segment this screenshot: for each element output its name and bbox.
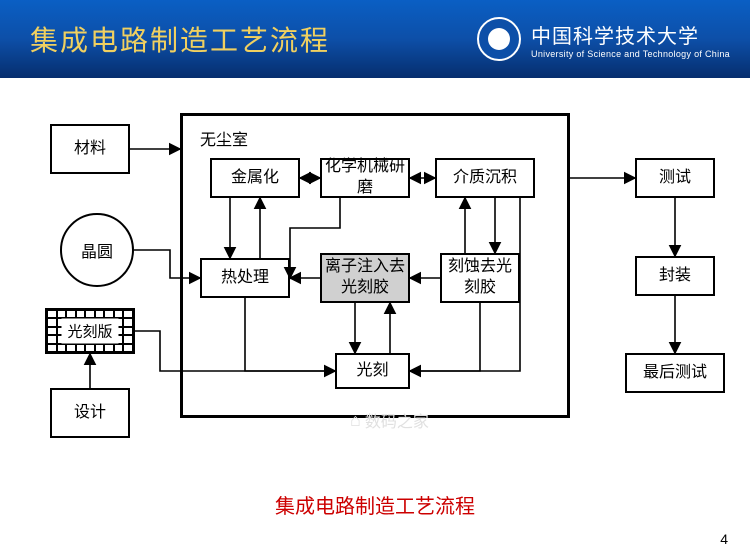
university-logo-icon <box>477 17 521 61</box>
node-thermal: 热处理 <box>200 258 290 298</box>
node-design: 设计 <box>50 388 130 438</box>
university-name-en: University of Science and Technology of … <box>531 49 730 59</box>
node-material: 材料 <box>50 124 130 174</box>
watermark-text: 数码之家 <box>365 408 429 432</box>
watermark: ⌂ 数码之家 <box>350 408 429 432</box>
node-etch: 刻蚀去光刻胶 <box>440 253 520 303</box>
node-cmp-label: 化学机械研磨 <box>322 157 408 199</box>
node-package-label: 封装 <box>659 266 691 287</box>
university-name-cn: 中国科学技术大学 <box>531 20 730 49</box>
slide-header: 集成电路制造工艺流程 中国科学技术大学 University of Scienc… <box>0 0 750 78</box>
node-wafer-label: 晶圆 <box>81 238 113 262</box>
node-mask-label: 光刻版 <box>61 319 118 344</box>
node-wafer: 晶圆 <box>60 213 134 287</box>
node-cmp: 化学机械研磨 <box>320 158 410 198</box>
node-thermal-label: 热处理 <box>221 268 269 289</box>
node-litho: 光刻 <box>335 353 410 389</box>
cleanroom-label: 无尘室 <box>200 126 248 150</box>
node-metal-label: 金属化 <box>231 168 279 189</box>
page-number: 4 <box>720 531 728 547</box>
node-dielectric-label: 介质沉积 <box>453 168 517 189</box>
diagram-canvas: 无尘室 材料 晶圆 光刻版 设计 金属化 化学机械研磨 介质沉积 热处理 离子注… <box>0 78 750 555</box>
node-litho-label: 光刻 <box>356 361 388 382</box>
diagram-caption: 集成电路制造工艺流程 <box>275 490 475 519</box>
node-test: 测试 <box>635 158 715 198</box>
node-test-label: 测试 <box>659 168 691 189</box>
university-block: 中国科学技术大学 University of Science and Techn… <box>477 17 730 61</box>
node-design-label: 设计 <box>74 403 106 424</box>
node-implant: 离子注入去光刻胶 <box>320 253 410 303</box>
node-etch-label: 刻蚀去光刻胶 <box>442 257 518 299</box>
node-final-test: 最后测试 <box>625 353 725 393</box>
node-material-label: 材料 <box>74 139 106 160</box>
node-metal: 金属化 <box>210 158 300 198</box>
watermark-house-icon: ⌂ <box>350 410 361 431</box>
node-package: 封装 <box>635 256 715 296</box>
node-mask: 光刻版 <box>45 308 135 354</box>
node-dielectric: 介质沉积 <box>435 158 535 198</box>
node-implant-label: 离子注入去光刻胶 <box>322 257 408 299</box>
node-final-test-label: 最后测试 <box>643 363 707 384</box>
slide-title: 集成电路制造工艺流程 <box>30 19 330 59</box>
